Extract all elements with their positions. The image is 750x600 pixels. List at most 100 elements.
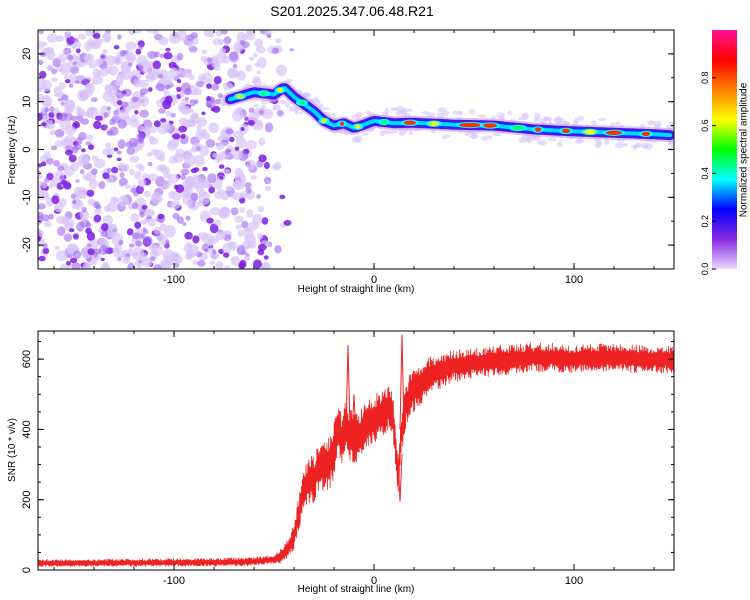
noise-speckle [157,234,168,246]
ridge-hotspot [299,100,305,105]
noise-speckle [176,86,182,93]
ridge-hotspot [562,128,570,134]
noise-speckle [92,68,101,78]
noise-speckle [211,55,218,61]
noise-speckle [161,260,172,269]
noise-speckle [74,191,81,196]
snr-spike [399,334,405,430]
noise-speckle [159,53,165,58]
noise-speckle [40,122,47,127]
noise-speckle [168,67,179,80]
halo-speckle [366,110,371,116]
noise-speckle [180,168,190,175]
noise-speckle [184,153,196,166]
noise-speckle [45,50,56,61]
noise-speckle [217,93,223,99]
noise-speckle [222,55,230,64]
noise-speckle [85,222,92,229]
noise-speckle [128,243,135,248]
noise-speckle [38,87,43,93]
noise-speckle [82,78,89,85]
noise-speckle [128,62,133,67]
noise-speckle [153,226,162,235]
noise-speckle [202,166,208,172]
halo-speckle [441,110,450,116]
noise-speckle [150,192,163,204]
noise-speckle [79,169,85,175]
noise-speckle [232,110,244,122]
snr-x-axis-label: Height of straight line (km) [298,584,415,595]
noise-speckle [116,157,122,162]
noise-speckle [209,207,221,216]
noise-speckle [163,52,173,60]
halo-speckle [647,120,655,126]
noise-speckle [85,30,95,37]
noise-speckle [147,161,153,167]
halo-speckle [344,132,349,137]
noise-speckle [132,232,141,240]
noise-speckle [232,180,241,190]
noise-speckle [70,115,78,122]
noise-speckle [72,55,80,62]
noise-speckle [196,260,206,267]
colorbar: 0.0 0.2 0.4 0.6 0.8 Normalized spectral ampl… [700,30,750,275]
noise-speckle [258,109,264,115]
noise-speckle [265,185,272,192]
noise-speckle [76,221,85,232]
noise-speckle [130,114,138,123]
noise-speckle [94,30,100,33]
halo-speckle [487,135,493,139]
noise-speckle [102,172,110,180]
noise-speckle [99,244,109,255]
noise-speckle [115,80,124,87]
noise-speckle [261,217,269,225]
noise-speckle [184,97,189,101]
noise-speckle [179,92,185,98]
noise-speckle [192,142,203,153]
noise-speckle [137,124,144,131]
noise-speckle [102,148,110,156]
noise-speckle [206,217,214,224]
noise-speckle [241,220,249,229]
noise-speckle [80,118,90,125]
noise-speckle [248,107,255,114]
noise-speckle [138,95,149,107]
noise-speckle [113,147,119,152]
spectrogram-y-axis-label: Frequency (Hz) [7,116,18,185]
noise-speckle [235,136,247,149]
noise-speckle [66,260,71,266]
noise-speckle [119,172,125,179]
noise-speckle [121,257,131,264]
noise-speckle [157,73,164,79]
halo-speckle [623,143,629,147]
noise-speckle [205,139,216,148]
noise-speckle [53,160,61,167]
noise-speckle [101,223,109,232]
noise-speckle [38,229,44,238]
noise-speckle [126,146,136,155]
noise-speckle [246,209,254,218]
noise-speckle [230,255,240,266]
noise-speckle [216,142,225,151]
noise-speckle [156,164,166,172]
halo-speckle [533,116,538,122]
noise-speckle [70,193,77,199]
noise-speckle [143,190,151,198]
noise-speckle [164,224,176,238]
noise-speckle [174,262,180,268]
y-tick-label: -20 [21,237,33,253]
halo-speckle [388,130,398,134]
noise-speckle [70,257,78,264]
noise-speckle [52,58,61,68]
noise-speckle [40,161,47,167]
halo-speckle [442,136,447,140]
noise-speckle [42,114,49,122]
noise-speckle [117,109,130,120]
noise-speckle [152,30,159,35]
noise-speckle [224,149,231,155]
halo-speckle [527,135,536,140]
noise-speckle [66,36,75,45]
noise-speckle [97,58,104,65]
noise-speckle [178,125,187,133]
noise-speckle [68,154,77,163]
